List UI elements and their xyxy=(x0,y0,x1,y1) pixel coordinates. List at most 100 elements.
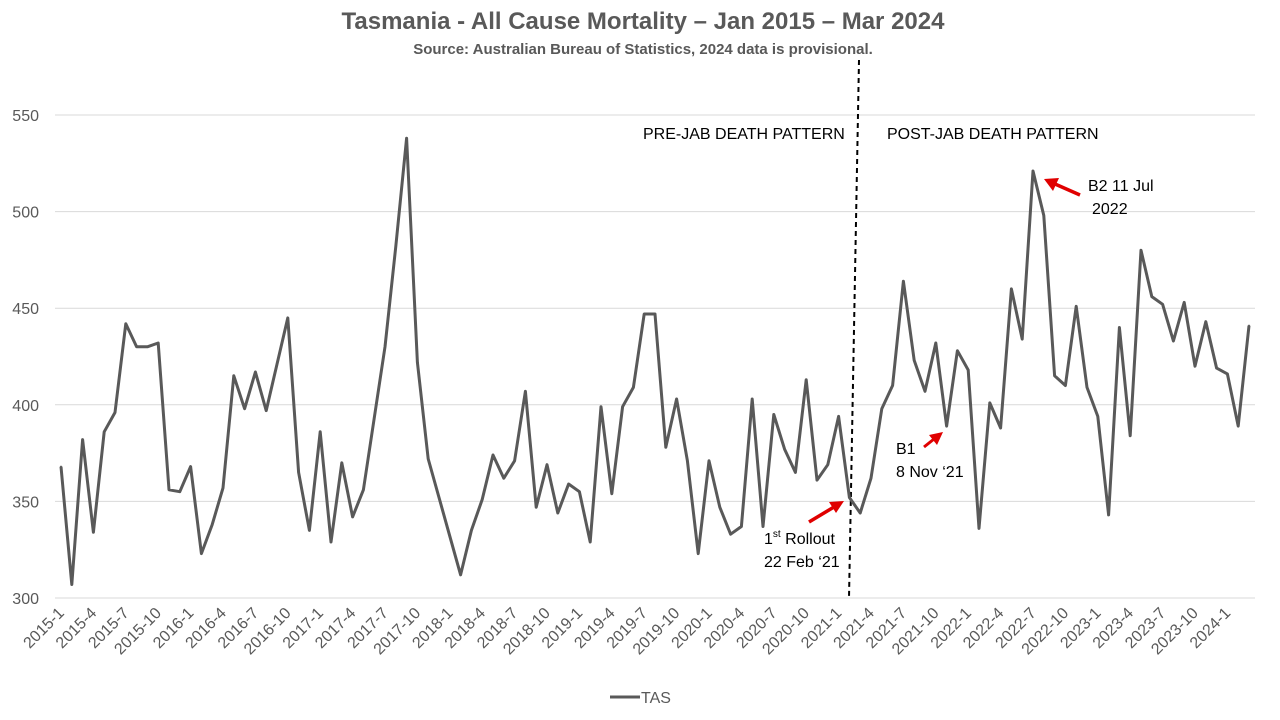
data-point xyxy=(438,496,440,499)
b2-arrow-icon xyxy=(1044,178,1081,197)
data-point xyxy=(157,342,160,344)
data-point xyxy=(70,583,73,586)
data-point xyxy=(718,506,721,509)
data-point xyxy=(178,490,181,493)
data-point xyxy=(988,401,991,404)
rollout-label: 1st Rollout xyxy=(764,529,835,548)
rollout-arrow-icon xyxy=(808,501,844,524)
data-point xyxy=(1096,415,1099,418)
data-point xyxy=(319,430,322,433)
rollout-date-label: 22 Feb ‘21 xyxy=(764,554,840,571)
data-point xyxy=(1118,326,1121,329)
data-point xyxy=(578,490,581,493)
y-tick-label: 500 xyxy=(12,205,39,222)
y-tick-label: 400 xyxy=(12,398,39,415)
data-point xyxy=(340,461,343,464)
gridlines xyxy=(55,114,1255,599)
data-point xyxy=(60,465,62,468)
data-point xyxy=(794,471,797,474)
data-point xyxy=(405,137,408,140)
data-point xyxy=(740,525,743,528)
data-point xyxy=(999,427,1002,429)
data-point xyxy=(1010,287,1013,290)
legend: TAS xyxy=(610,690,671,707)
data-point xyxy=(535,506,538,509)
data-point xyxy=(243,407,246,410)
y-tick-label: 550 xyxy=(12,108,39,125)
y-tick-label: 450 xyxy=(12,301,39,318)
data-point xyxy=(513,459,516,462)
data-point xyxy=(297,471,300,474)
data-point xyxy=(265,409,268,412)
b2-date-label: 2022 xyxy=(1092,201,1128,218)
data-point xyxy=(492,454,494,456)
rollout-divider-line xyxy=(848,59,860,599)
data-point xyxy=(859,512,862,514)
b1-date-label: 8 Nov ‘21 xyxy=(896,464,964,481)
data-point xyxy=(902,280,905,283)
data-point xyxy=(772,413,775,416)
data-point xyxy=(481,498,484,501)
data-point xyxy=(978,527,980,530)
data-point xyxy=(394,245,397,248)
y-tick-label: 350 xyxy=(12,494,39,511)
b1-arrow-icon xyxy=(923,432,943,449)
data-point xyxy=(880,407,883,410)
data-point xyxy=(816,479,818,482)
chart-title: Tasmania - All Cause Mortality – Jan 201… xyxy=(342,8,946,35)
series-line-tas xyxy=(59,136,1251,586)
data-point xyxy=(967,369,970,371)
data-point xyxy=(92,531,95,534)
y-axis-ticks: 300 350 400 450 500 550 xyxy=(12,108,39,608)
series-group xyxy=(59,136,1251,586)
data-point xyxy=(924,390,926,393)
data-point xyxy=(189,465,192,468)
data-point xyxy=(654,313,656,315)
data-point xyxy=(708,459,710,462)
legend-label: TAS xyxy=(641,690,671,707)
b1-label: B1 xyxy=(896,441,916,458)
data-point xyxy=(211,523,214,526)
data-point xyxy=(114,411,116,414)
data-point xyxy=(502,477,505,480)
data-point xyxy=(956,349,959,352)
data-point xyxy=(945,425,948,428)
data-point xyxy=(103,430,106,433)
rollout-label-superscript: st xyxy=(773,529,781,540)
data-point xyxy=(524,390,527,393)
data-point xyxy=(1248,324,1250,327)
data-point xyxy=(1150,295,1153,298)
data-point xyxy=(1042,214,1045,217)
pre-jab-label: PRE-JAB DEATH PATTERN xyxy=(643,126,845,143)
data-point xyxy=(146,345,149,348)
data-point xyxy=(286,316,289,319)
data-point xyxy=(1172,340,1175,342)
chart-subtitle: Source: Australian Bureau of Statistics,… xyxy=(413,41,873,58)
data-point xyxy=(1021,338,1024,341)
data-point xyxy=(124,322,127,325)
data-point xyxy=(168,488,170,491)
data-point xyxy=(1226,372,1229,375)
data-point xyxy=(1215,367,1218,370)
data-point xyxy=(600,405,602,408)
data-point xyxy=(1075,305,1078,308)
data-point xyxy=(1107,513,1110,516)
data-point xyxy=(1129,434,1132,437)
data-point xyxy=(459,573,462,576)
post-jab-label: POST-JAB DEATH PATTERN xyxy=(887,126,1099,143)
data-point xyxy=(870,477,872,480)
rollout-label-text: Rollout xyxy=(781,531,836,548)
data-point xyxy=(848,496,851,499)
data-point xyxy=(232,374,235,377)
rollout-label-number: 1 xyxy=(764,531,773,548)
data-point xyxy=(632,386,635,389)
data-point xyxy=(222,486,224,489)
data-point xyxy=(351,515,354,518)
data-point xyxy=(1183,301,1186,304)
data-point xyxy=(1032,170,1034,172)
data-point xyxy=(1053,374,1056,377)
data-point xyxy=(826,463,829,466)
data-point xyxy=(1237,425,1240,428)
data-point xyxy=(362,488,365,491)
